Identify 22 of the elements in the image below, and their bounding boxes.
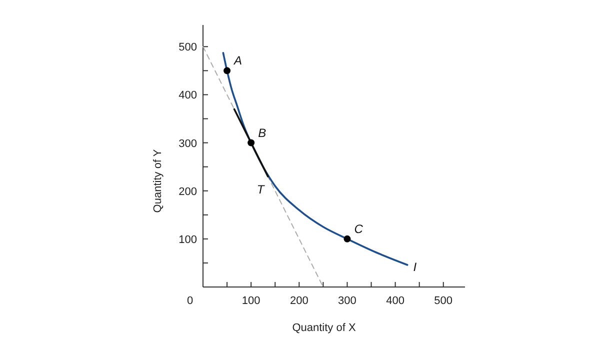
line-series [222,52,408,266]
annotation: I [413,260,418,274]
annotation: T [256,182,266,196]
point [248,139,255,146]
x-tick-label: 100 [242,295,260,307]
x-tick-label: 400 [386,295,404,307]
annotation: A [233,54,242,68]
point [344,235,351,242]
y-tick-label: 300 [178,138,197,150]
y-tick-label: 400 [178,90,197,102]
annotation: C [354,222,364,236]
x-axis-title: Quantity of X [292,322,356,334]
y-tick-label: 200 [178,186,197,198]
text: 0 [186,295,194,307]
y-axis-title: Quantity of Y [152,148,164,213]
y-tick-label: 500 [178,42,197,54]
x-tick-label: 300 [338,295,356,307]
annotation: B [258,126,266,140]
x-tick-label: 500 [434,295,453,307]
x-tick-label: 200 [290,295,308,307]
y-tick-label: 100 [178,234,197,246]
point [224,67,231,74]
